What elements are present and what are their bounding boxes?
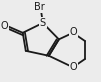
Text: O: O: [69, 62, 77, 72]
Text: O: O: [1, 21, 8, 31]
Text: Br: Br: [34, 2, 45, 12]
Text: O: O: [69, 27, 77, 37]
Text: S: S: [40, 18, 46, 28]
